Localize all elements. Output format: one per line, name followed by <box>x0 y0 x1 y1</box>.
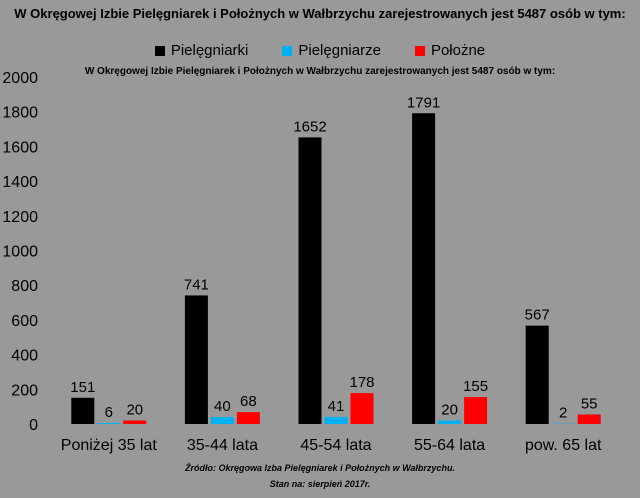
y-tick-label: 1600 <box>2 139 38 156</box>
bar <box>324 416 348 424</box>
y-tick-label: 800 <box>11 278 38 295</box>
y-tick-label: 600 <box>11 313 38 330</box>
bar <box>464 397 488 424</box>
data-label: 55 <box>581 395 598 412</box>
legend-label-pielegniarki: Pielęgniarki <box>170 42 249 59</box>
data-label: 20 <box>441 402 458 419</box>
bar <box>525 325 549 424</box>
chart-subtitle: W Okręgowej Izbie Pielęgniarek i Położny… <box>84 66 556 77</box>
data-label: 151 <box>70 379 95 396</box>
data-label: 68 <box>240 393 257 410</box>
source-note: Źródło: Okręgowa Izba Pielęgniarek i Poł… <box>185 463 455 473</box>
x-tick-label: 35-44 lata <box>187 437 258 454</box>
data-label: 2 <box>559 405 567 422</box>
x-tick-label: 55-64 lata <box>414 437 485 454</box>
legend-swatch-pielegniarki <box>154 45 165 56</box>
y-tick-label: 400 <box>11 348 38 365</box>
y-tick-label: 2000 <box>2 70 38 87</box>
legend-label-pielegniarze: Pielęgniarze <box>298 42 381 59</box>
data-label: 567 <box>525 307 550 324</box>
chart-title: W Okręgowej Izbie Pielęgniarek i Położny… <box>14 6 626 21</box>
legend-label-polozne: Położne <box>430 42 486 59</box>
x-tick-label: 45-54 lata <box>300 437 371 454</box>
y-tick-label: 1400 <box>2 174 38 191</box>
legend-swatch-polozne <box>414 45 425 56</box>
bar <box>123 420 147 424</box>
data-label: 178 <box>349 374 374 391</box>
source-date: Stan na: sierpień 2017r. <box>269 479 371 489</box>
legend-swatch-pielegniarze <box>282 45 293 56</box>
chart-legend: Pielęgniarki Pielęgniarze Położne <box>0 42 640 59</box>
data-label: 6 <box>105 404 113 421</box>
bar <box>210 417 234 424</box>
data-label: 40 <box>214 398 231 415</box>
bar <box>97 422 121 424</box>
y-tick-label: 1200 <box>2 209 38 226</box>
x-tick-label: Poniżej 35 lat <box>61 437 158 454</box>
y-tick-label: 1800 <box>2 105 38 122</box>
bar <box>577 414 601 424</box>
bar <box>350 393 374 424</box>
data-label: 20 <box>126 402 143 419</box>
bar <box>438 420 462 424</box>
y-tick-label: 200 <box>11 382 38 399</box>
y-tick-label: 1000 <box>2 244 38 261</box>
legend-item-pielegniarze: Pielęgniarze <box>282 42 381 59</box>
data-label: 1652 <box>293 118 326 135</box>
legend-item-pielegniarki: Pielęgniarki <box>154 42 249 59</box>
data-label: 741 <box>184 276 209 293</box>
legend-item-polozne: Położne <box>414 42 486 59</box>
bar <box>236 412 260 424</box>
bar <box>412 113 436 424</box>
bar <box>298 137 322 425</box>
data-label: 155 <box>463 378 488 395</box>
data-label: 41 <box>328 398 345 415</box>
y-tick-label: 0 <box>29 417 38 434</box>
bar <box>71 397 95 424</box>
data-label: 1791 <box>407 94 440 111</box>
x-tick-label: pow. 65 lat <box>525 437 602 454</box>
bar <box>184 295 208 424</box>
